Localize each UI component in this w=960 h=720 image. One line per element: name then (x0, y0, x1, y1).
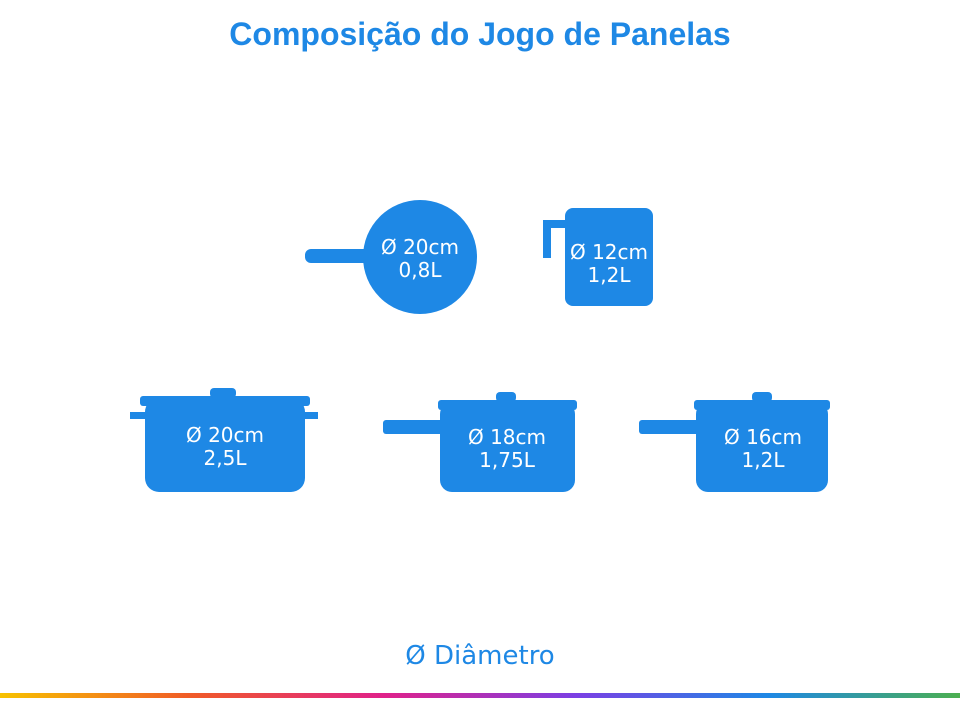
item-diameter: Ø 18cm (468, 425, 546, 449)
item-diameter: Ø 16cm (724, 425, 802, 449)
legend: Ø Diâmetro (405, 641, 554, 671)
item-diameter: Ø 12cm (570, 240, 648, 264)
item-volume: 1,75L (479, 448, 536, 472)
item-volume: 2,5L (204, 446, 248, 470)
item-diameter: Ø 20cm (186, 423, 264, 447)
rainbow-bar (0, 693, 960, 698)
item-volume: 1,2L (588, 263, 632, 287)
item-diameter: Ø 20cm (381, 235, 459, 259)
item-volume: 1,2L (742, 448, 786, 472)
title: Composição do Jogo de Panelas (229, 16, 730, 52)
cookware-shapes (130, 200, 830, 492)
item-volume: 0,8L (399, 258, 443, 282)
